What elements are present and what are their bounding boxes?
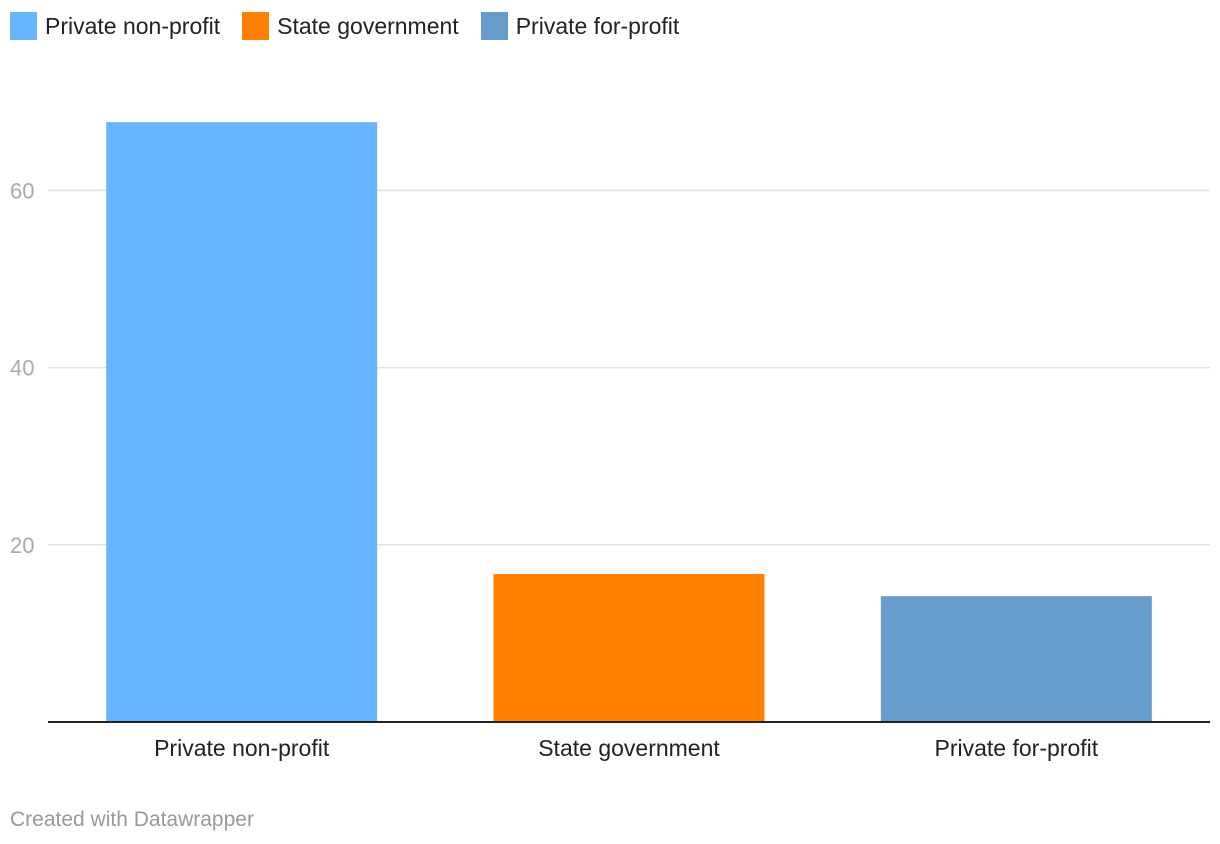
chart-legend: Private non-profit State government Priv… xyxy=(10,12,679,40)
legend-label-private-for-profit: Private for-profit xyxy=(515,12,680,39)
bars xyxy=(106,122,1152,723)
legend-label-state-government: State government xyxy=(277,12,459,39)
legend-swatch-private-for-profit xyxy=(480,12,508,40)
legend-swatch-state-government xyxy=(242,12,270,40)
bar-chart: 20 40 60 Private non-profit State governmen… xyxy=(10,122,1210,761)
y-tick-label-20: 20 xyxy=(10,533,34,558)
y-tick-label-40: 40 xyxy=(10,356,34,381)
bar-private-non-profit xyxy=(106,122,378,723)
x-tick-label-private-non-profit: Private non-profit xyxy=(154,735,330,761)
x-tick-label-state-government: State government xyxy=(538,735,720,761)
legend-swatch-private-non-profit xyxy=(10,12,37,40)
bar-state-government xyxy=(493,574,765,722)
bar-private-for-profit xyxy=(880,596,1152,722)
legend-item-private-non-profit: Private non-profit xyxy=(10,12,220,40)
legend-label-private-non-profit: Private non-profit xyxy=(45,12,221,39)
y-tick-label-60: 60 xyxy=(10,178,34,203)
datawrapper-credit: Created with Datawrapper xyxy=(10,808,254,831)
legend-item-state-government: State government xyxy=(242,12,459,40)
legend-item-private-for-profit: Private for-profit xyxy=(480,12,680,40)
x-tick-label-private-for-profit: Private for-profit xyxy=(935,735,1099,761)
axes: Private non-profit State government Privat… xyxy=(48,721,1210,761)
